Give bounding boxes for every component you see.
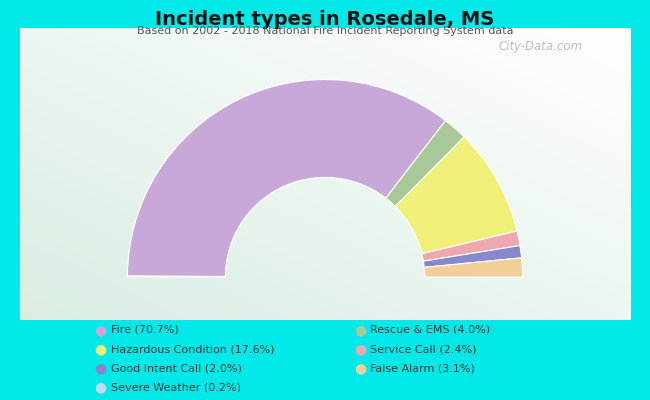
Text: ●: ●: [355, 362, 367, 375]
Text: ●: ●: [355, 342, 367, 356]
Text: Service Call (2.4%): Service Call (2.4%): [370, 344, 477, 354]
Wedge shape: [127, 80, 446, 276]
Text: Hazardous Condition (17.6%): Hazardous Condition (17.6%): [111, 344, 274, 354]
Wedge shape: [395, 137, 517, 254]
Text: City-Data.com: City-Data.com: [499, 40, 582, 53]
Text: ●: ●: [95, 362, 107, 375]
Text: ●: ●: [95, 323, 107, 337]
Wedge shape: [127, 276, 226, 277]
Text: Good Intent Call (2.0%): Good Intent Call (2.0%): [111, 363, 241, 374]
Text: ●: ●: [355, 323, 367, 337]
Wedge shape: [422, 231, 520, 261]
Text: ●: ●: [95, 342, 107, 356]
Wedge shape: [423, 246, 521, 267]
Text: False Alarm (3.1%): False Alarm (3.1%): [370, 363, 475, 374]
Text: Fire (70.7%): Fire (70.7%): [111, 325, 178, 335]
Text: Incident types in Rosedale, MS: Incident types in Rosedale, MS: [155, 10, 495, 29]
Wedge shape: [386, 121, 464, 206]
Wedge shape: [424, 258, 523, 277]
Text: ●: ●: [95, 381, 107, 394]
Text: Based on 2002 - 2018 National Fire Incident Reporting System data: Based on 2002 - 2018 National Fire Incid…: [136, 26, 514, 36]
Text: Rescue & EMS (4.0%): Rescue & EMS (4.0%): [370, 325, 491, 335]
Text: Severe Weather (0.2%): Severe Weather (0.2%): [111, 382, 240, 393]
